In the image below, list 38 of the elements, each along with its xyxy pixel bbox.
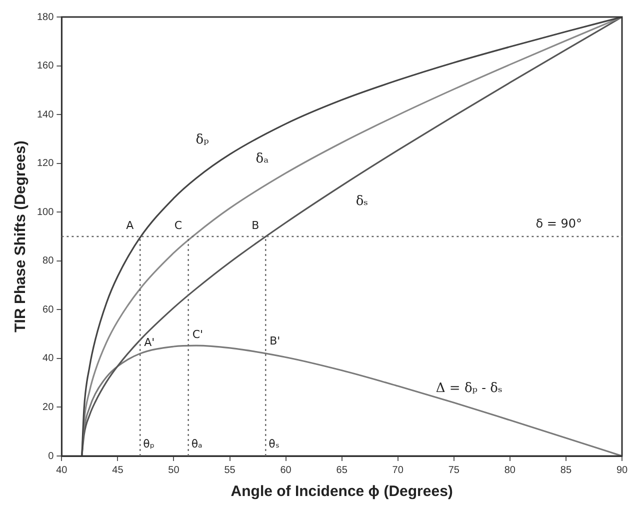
y-tick-label: 140 (36, 109, 54, 120)
ref-line-label: δ = 90° (536, 216, 582, 231)
annotation: B (252, 218, 260, 232)
annotation: A' (144, 336, 155, 349)
annotation: θₚ (143, 437, 155, 450)
x-tick-label: 80 (504, 464, 516, 476)
annotation: C' (192, 328, 204, 341)
x-tick-label: 40 (56, 464, 68, 476)
annotation: θₛ (268, 437, 280, 450)
x-tick-label: 85 (560, 464, 572, 476)
y-axis-title: TIR Phase Shifts (Degrees) (12, 140, 30, 332)
x-tick-label: 75 (448, 464, 460, 476)
x-tick-label: 60 (280, 464, 292, 476)
x-tick-label: 55 (224, 464, 236, 476)
series-label: Δ = δₚ - δₛ (436, 380, 502, 396)
series-label: δₚ (196, 132, 209, 148)
y-tick-label: 0 (48, 450, 54, 462)
y-tick-label: 80 (42, 256, 54, 267)
x-tick-label: 50 (168, 464, 180, 476)
y-tick-label: 100 (36, 206, 54, 218)
annotation: A (126, 218, 134, 232)
x-tick-label: 65 (336, 464, 348, 476)
annotation: θₐ (191, 437, 202, 450)
y-tick-label: 40 (42, 353, 54, 364)
x-axis-title: Angle of Incidence ϕ (Degrees) (230, 483, 453, 500)
annotation: B' (270, 334, 280, 348)
y-tick-label: 160 (36, 60, 54, 72)
annotation: C (174, 218, 182, 232)
x-tick-label: 70 (392, 464, 404, 476)
y-tick-label: 60 (42, 304, 54, 316)
y-tick-label: 120 (36, 158, 54, 170)
line-series (81, 17, 622, 456)
y-tick-label: 180 (36, 12, 54, 23)
series-label: δₐ (256, 151, 269, 166)
x-tick-label: 45 (112, 464, 124, 476)
series-label: δₛ (356, 194, 368, 209)
y-tick-label: 20 (42, 402, 54, 413)
x-tick-label: 90 (616, 464, 628, 476)
